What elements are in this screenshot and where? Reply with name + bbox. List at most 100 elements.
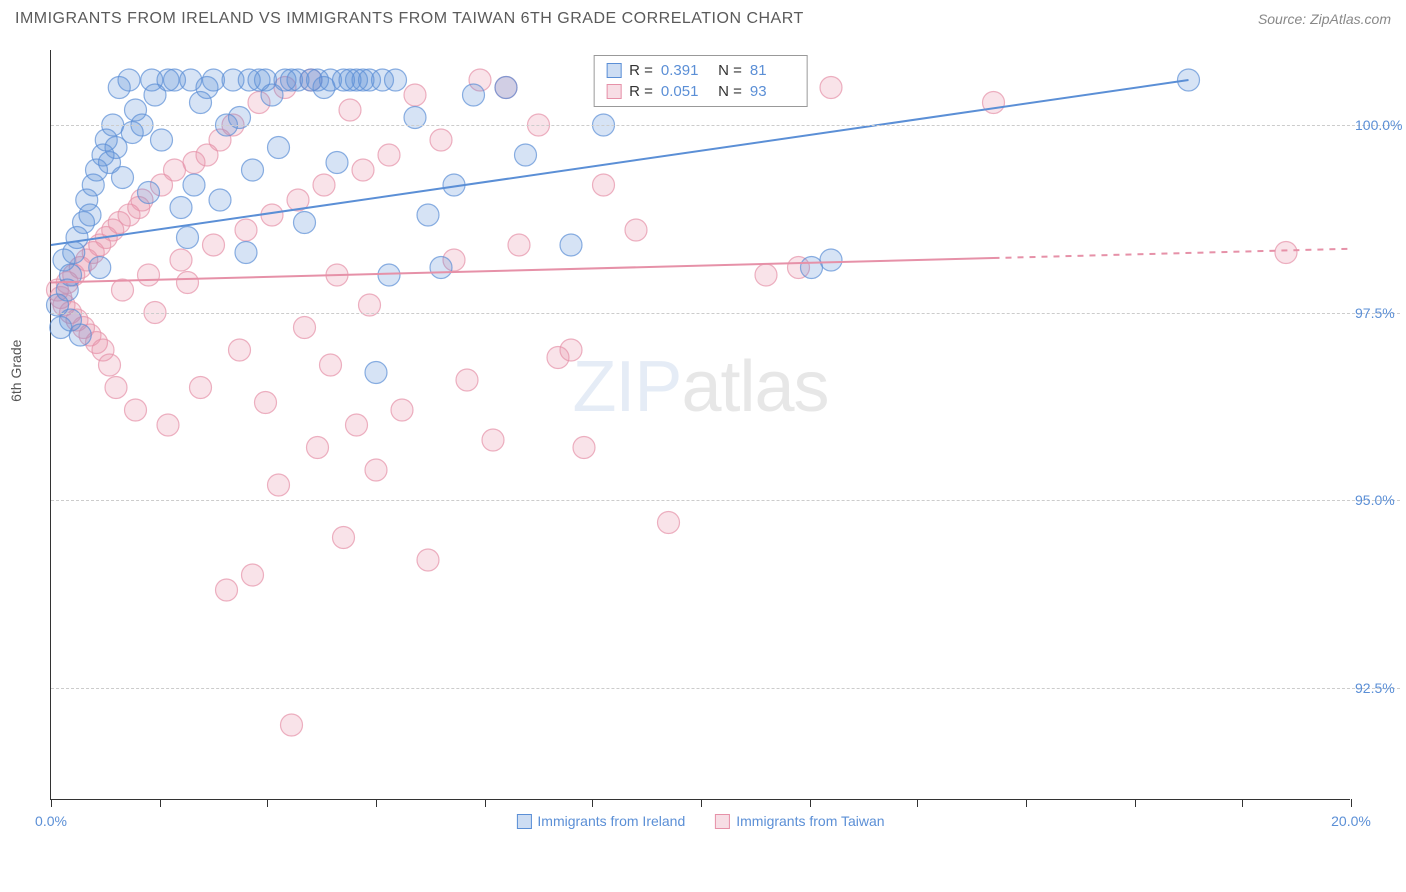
scatter-point	[456, 369, 478, 391]
scatter-point	[1275, 242, 1297, 264]
n-value-taiwan: 93	[750, 83, 795, 100]
y-axis-label: 6th Grade	[8, 339, 24, 401]
ytick-label: 100.0%	[1355, 117, 1406, 133]
gridline-h	[51, 688, 1400, 689]
legend-swatch-ireland-icon	[516, 814, 531, 829]
xtick	[376, 799, 377, 807]
scatter-point	[326, 152, 348, 174]
xtick	[810, 799, 811, 807]
xtick	[51, 799, 52, 807]
scatter-point	[294, 317, 316, 339]
scatter-point	[294, 212, 316, 234]
scatter-point	[508, 234, 530, 256]
scatter-point	[203, 234, 225, 256]
ytick-label: 95.0%	[1355, 492, 1406, 508]
r-value-ireland: 0.391	[661, 62, 706, 79]
xtick-label: 0.0%	[35, 813, 67, 829]
scatter-point	[307, 437, 329, 459]
scatter-point	[560, 234, 582, 256]
scatter-point	[216, 579, 238, 601]
scatter-point	[112, 167, 134, 189]
scatter-point	[755, 264, 777, 286]
scatter-point	[404, 84, 426, 106]
scatter-point	[170, 197, 192, 219]
scatter-point	[99, 354, 121, 376]
scatter-point	[157, 414, 179, 436]
scatter-point	[573, 437, 595, 459]
legend-item-taiwan: Immigrants from Taiwan	[715, 813, 884, 829]
scatter-point	[658, 512, 680, 534]
swatch-ireland-icon	[606, 63, 621, 78]
scatter-point	[495, 77, 517, 99]
scatter-point	[112, 279, 134, 301]
scatter-point	[801, 257, 823, 279]
scatter-point	[820, 77, 842, 99]
scatter-point	[593, 174, 615, 196]
plot-area: 6th Grade ZIPatlas R = 0.391 N = 81 R = …	[50, 50, 1350, 800]
scatter-point	[417, 204, 439, 226]
scatter-point	[385, 69, 407, 91]
ytick-label: 92.5%	[1355, 680, 1406, 696]
scatter-point	[229, 339, 251, 361]
scatter-point	[820, 249, 842, 271]
scatter-point	[118, 69, 140, 91]
xtick	[1242, 799, 1243, 807]
scatter-point	[89, 257, 111, 279]
scatter-point	[281, 714, 303, 736]
scatter-point	[268, 474, 290, 496]
scatter-point	[235, 242, 257, 264]
swatch-taiwan-icon	[606, 84, 621, 99]
scatter-point	[378, 264, 400, 286]
scatter-point	[242, 564, 264, 586]
scatter-point	[125, 399, 147, 421]
scatter-point	[482, 429, 504, 451]
scatter-point	[313, 174, 335, 196]
legend-bottom: Immigrants from Ireland Immigrants from …	[516, 813, 884, 829]
scatter-point	[138, 264, 160, 286]
xtick	[485, 799, 486, 807]
xtick	[1351, 799, 1352, 807]
scatter-point	[177, 272, 199, 294]
xtick	[160, 799, 161, 807]
scatter-point	[177, 227, 199, 249]
scatter-point	[151, 129, 173, 151]
scatter-point	[430, 257, 452, 279]
scatter-point	[333, 527, 355, 549]
scatter-point	[242, 159, 264, 181]
scatter-point	[625, 219, 647, 241]
scatter-point	[365, 459, 387, 481]
legend-label-taiwan: Immigrants from Taiwan	[736, 813, 884, 829]
scatter-point	[417, 549, 439, 571]
xtick	[1026, 799, 1027, 807]
chart-title: IMMIGRANTS FROM IRELAND VS IMMIGRANTS FR…	[15, 10, 804, 28]
n-value-ireland: 81	[750, 62, 795, 79]
scatter-point	[463, 84, 485, 106]
scatter-point	[190, 377, 212, 399]
xtick	[917, 799, 918, 807]
scatter-point	[170, 249, 192, 271]
corr-row-ireland: R = 0.391 N = 81	[606, 60, 795, 81]
scatter-point	[352, 159, 374, 181]
xtick	[701, 799, 702, 807]
gridline-h	[51, 500, 1400, 501]
scatter-point	[183, 174, 205, 196]
scatter-point	[203, 69, 225, 91]
chart-header: IMMIGRANTS FROM IRELAND VS IMMIGRANTS FR…	[15, 10, 1391, 28]
scatter-point	[560, 339, 582, 361]
xtick	[267, 799, 268, 807]
scatter-point	[255, 392, 277, 414]
scatter-point	[430, 129, 452, 151]
scatter-point	[164, 159, 186, 181]
scatter-point	[378, 144, 400, 166]
legend-label-ireland: Immigrants from Ireland	[537, 813, 685, 829]
gridline-h	[51, 125, 1400, 126]
scatter-point	[105, 377, 127, 399]
legend-item-ireland: Immigrants from Ireland	[516, 813, 685, 829]
chart-source: Source: ZipAtlas.com	[1258, 11, 1391, 27]
scatter-point	[346, 414, 368, 436]
corr-row-taiwan: R = 0.051 N = 93	[606, 81, 795, 102]
scatter-point	[235, 219, 257, 241]
scatter-point	[339, 99, 361, 121]
r-value-taiwan: 0.051	[661, 83, 706, 100]
correlation-legend: R = 0.391 N = 81 R = 0.051 N = 93	[593, 55, 808, 107]
